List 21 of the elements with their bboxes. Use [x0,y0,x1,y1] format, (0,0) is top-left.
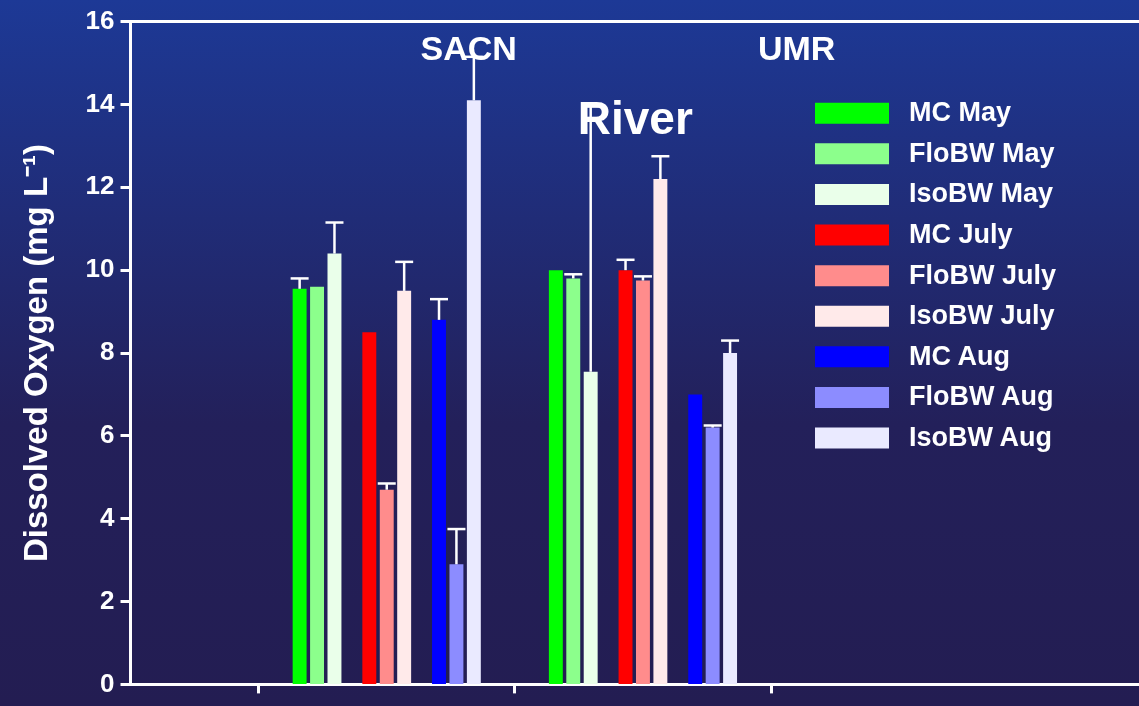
legend-label: MC July [909,218,1013,249]
y-tick-label: 16 [85,4,115,35]
legend-label: FloBW Aug [909,381,1054,412]
legend-label: IsoBW May [909,178,1054,209]
y-tick-label: 10 [85,253,115,284]
y-tick-label: 8 [100,336,115,367]
legend-label: MC May [909,97,1012,128]
y-tick-label: 12 [85,170,115,201]
y-tick-label: 2 [100,584,115,615]
y-axis-title: Dissolved Oxygen (mg L⁻¹) [16,143,54,563]
legend-label: MC Aug [909,340,1010,371]
annotation: UMR [757,28,836,67]
legend-label: IsoBW Aug [909,421,1052,452]
legend-label: FloBW May [909,137,1055,168]
annotation: SACN [420,28,517,67]
legend-label: IsoBW July [909,300,1055,331]
y-tick-label: 6 [100,419,115,450]
y-tick-label: 14 [85,87,116,118]
y-tick-label: 0 [100,667,115,698]
legend-label: FloBW July [909,259,1056,290]
y-tick-label: 4 [100,501,116,532]
